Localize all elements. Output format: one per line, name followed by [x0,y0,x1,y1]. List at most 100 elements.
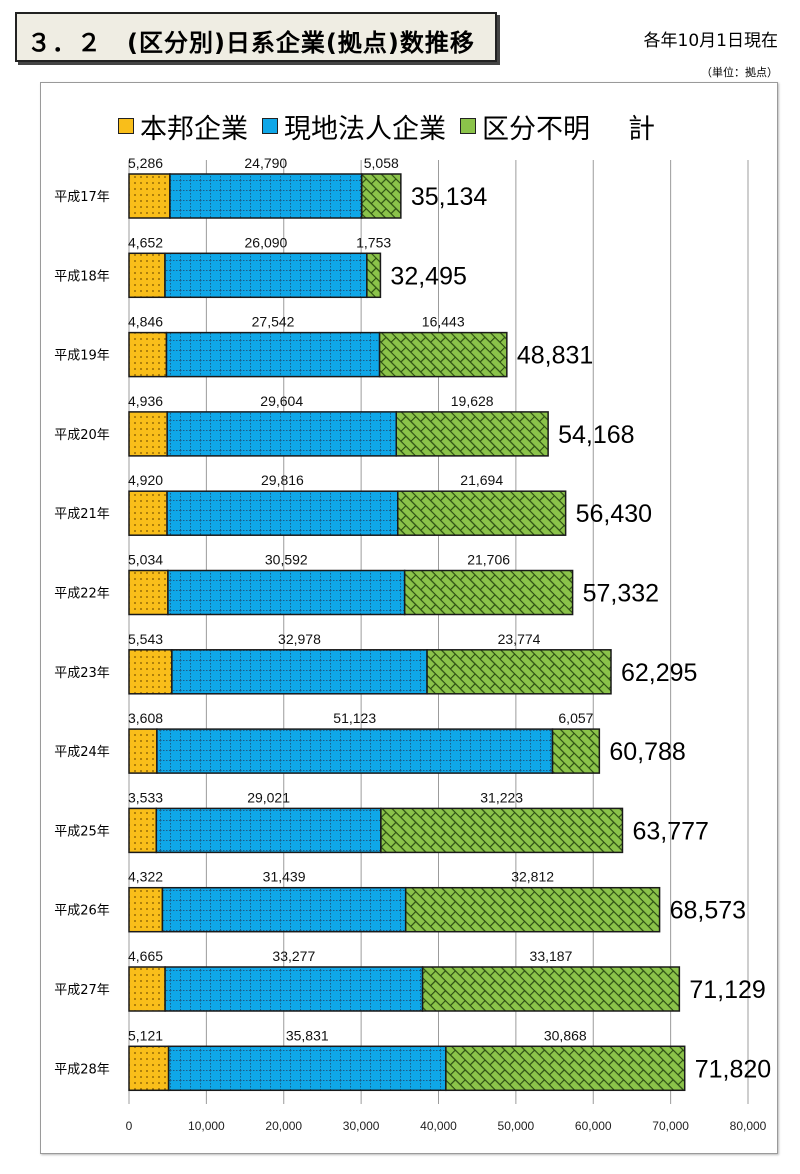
bar-segment-2 [426,649,612,695]
segment-label: 5,121 [128,1027,163,1043]
legend-item-genchi: 現地法人企業 [262,107,446,146]
segment-label: 5,034 [128,552,163,568]
segment-label: 33,277 [272,948,315,964]
segment-label: 27,542 [252,314,295,330]
total-label: 60,788 [609,738,685,766]
total-label: 48,831 [517,342,593,370]
category-label: 平成26年 [54,904,110,919]
segment-label: 30,592 [265,552,308,568]
segment-label: 26,090 [245,234,288,250]
bar-segment-0 [128,728,158,774]
x-tick-label: 80,000 [730,1119,767,1133]
segment-label: 3,608 [128,710,163,726]
segment-label: 4,920 [128,472,163,488]
x-tick-label: 60,000 [575,1119,612,1133]
legend-item-honpo: 本邦企業 [118,107,248,146]
segment-label: 5,058 [364,155,399,171]
gridlines [128,160,749,1104]
bar-segment-1 [161,886,407,933]
bar-segment-2 [380,807,624,854]
x-tick-label: 30,000 [343,1119,380,1133]
segment-label: 21,706 [467,552,510,568]
total-label: 57,332 [583,580,659,608]
unit-label: （単位：拠点） [701,66,778,79]
segment-label: 21,694 [460,472,503,488]
bar-segment-2 [404,886,661,933]
bar-segment-0 [128,173,171,219]
bars [128,173,686,1092]
total-label: 63,777 [632,817,708,845]
bar-segment-0 [128,886,164,933]
legend-item-unknown: 区分不明 [460,107,590,146]
bar-segment-1 [166,411,398,457]
total-label: 56,430 [576,500,652,528]
bar-segment-0 [128,569,169,616]
category-label: 平成24年 [54,745,110,760]
chart-title: ３．２ (区分別)日系企業(拠点)数推移 [27,29,475,57]
as-of-date: 各年10月1日現在 [643,31,778,51]
bar-segment-0 [128,252,166,299]
bar-segment-1 [164,966,424,1012]
x-tick-label: 40,000 [420,1119,457,1133]
x-tick-label: 0 [126,1119,133,1133]
segment-label: 4,846 [128,314,163,330]
legend-swatch-honpo [118,118,134,134]
segment-label: 4,665 [128,948,163,964]
legend-label-unknown: 区分不明 [482,113,590,145]
bar-segment-2 [403,569,574,616]
bar-segment-0 [128,1045,170,1092]
bar-segment-2 [421,966,681,1012]
bar-segment-2 [378,331,508,378]
bar-segment-1 [169,173,363,219]
bar-segment-1 [167,1045,447,1092]
bar-segment-0 [128,411,168,457]
category-label: 平成25年 [54,824,110,839]
segment-label: 23,774 [498,631,541,647]
legend-label-honpo: 本邦企業 [140,113,248,145]
segment-label: 5,286 [128,155,163,171]
x-tick-label: 70,000 [652,1119,689,1133]
segment-label: 31,223 [480,789,523,805]
bar-segment-2 [360,173,402,219]
segment-label: 32,812 [511,869,554,885]
category-label: 平成22年 [54,587,110,602]
segment-label: 16,443 [422,314,465,330]
total-label: 62,295 [621,659,697,687]
x-tick-label: 10,000 [188,1119,225,1133]
category-label: 平成19年 [54,349,110,364]
total-label: 71,820 [695,1055,771,1083]
legend: 本邦企業 現地法人企業 区分不明 計 [118,107,669,146]
chart-frame [40,82,778,1154]
bar-segment-2 [551,728,601,774]
segment-label: 33,187 [530,948,573,964]
x-tick-label: 50,000 [498,1119,535,1133]
bar-segment-1 [155,807,382,854]
segment-label: 3,533 [128,789,163,805]
legend-label-total: 計 [628,113,655,145]
segment-label: 29,816 [261,472,304,488]
segment-label: 31,439 [263,869,306,885]
legend-swatch-unknown [460,118,476,134]
total-label: 71,129 [689,976,765,1004]
segment-label: 35,831 [286,1027,329,1043]
legend-item-total: 計 [628,107,655,146]
x-tick-label: 20,000 [265,1119,302,1133]
bar-segment-1 [167,569,406,616]
bar-segment-0 [128,649,173,695]
category-label: 平成20年 [54,428,110,443]
x-axis: 0 10,000 20,000 30,000 40,000 50,000 60,000 70,… [126,1119,767,1133]
segment-label: 24,790 [244,155,287,171]
category-label: 平成27年 [54,983,110,998]
category-label: 平成21年 [54,507,110,522]
segment-label: 51,123 [333,710,376,726]
segment-label: 6,057 [558,710,593,726]
bar-segment-0 [128,331,168,378]
data-labels: 平成17年 5,286 24,790 5,058 35,134 平成18年 4,652 26,… [54,155,771,1083]
bar-segment-2 [395,411,549,457]
total-label: 68,573 [670,897,746,925]
bar-segment-0 [128,966,166,1012]
segment-label: 19,628 [451,393,494,409]
segment-label: 30,868 [544,1027,587,1043]
total-label: 54,168 [558,421,634,449]
